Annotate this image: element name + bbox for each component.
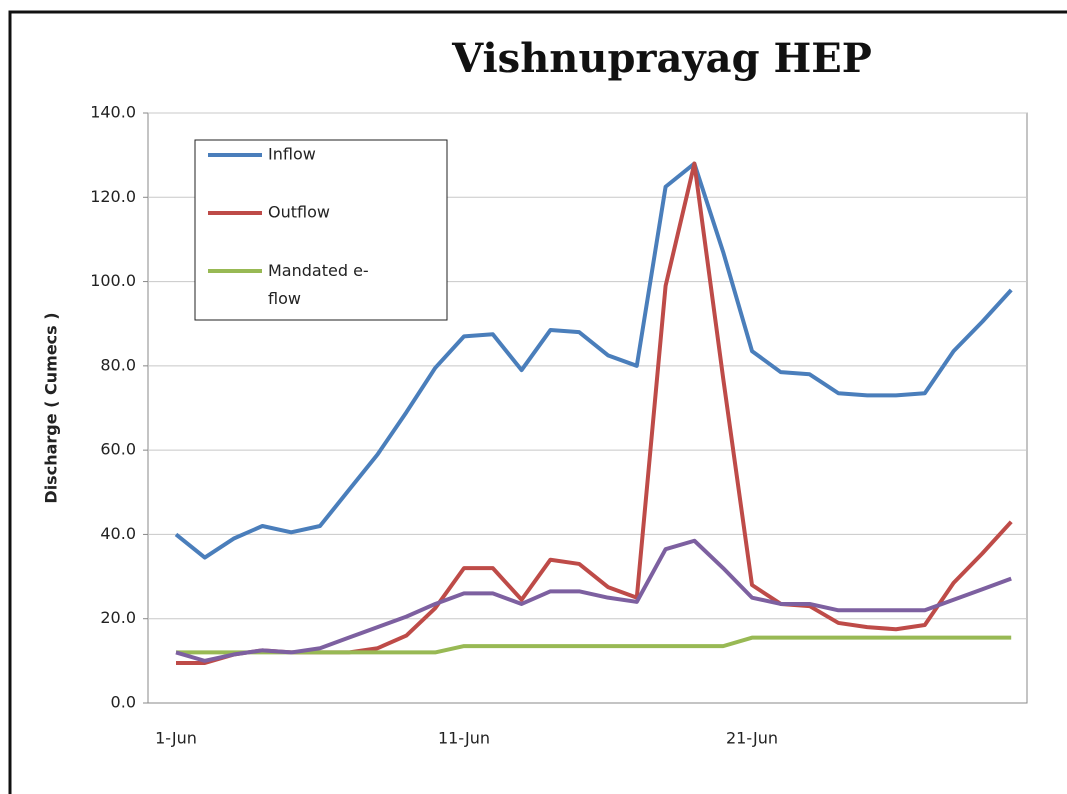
legend-box xyxy=(194,139,448,321)
x-tick-label: 11-Jun xyxy=(438,729,490,748)
x-tick-label: 1-Jun xyxy=(155,729,197,748)
series-line xyxy=(175,538,1012,663)
y-tick-label: 100.0 xyxy=(90,271,136,290)
x-tick-label: 21-Jun xyxy=(726,729,778,748)
legend-label: Inflow xyxy=(268,145,316,164)
y-tick-label: 80.0 xyxy=(100,355,136,374)
y-tick-label: 40.0 xyxy=(100,524,136,543)
series-line xyxy=(176,635,1012,655)
chart-title: Vishnuprayag HEP xyxy=(451,35,872,82)
series-line xyxy=(174,161,1013,560)
y-axis-label: Discharge ( Cumecs ) xyxy=(42,312,61,503)
y-tick-label: 120.0 xyxy=(90,187,136,206)
y-tick-label: 60.0 xyxy=(100,440,136,459)
y-tick-label: 20.0 xyxy=(100,608,136,627)
y-tick-label: 140.0 xyxy=(90,103,136,122)
frame xyxy=(8,10,1067,794)
y-tick-label: 0.0 xyxy=(111,693,136,712)
legend-label: Mandated e-flow xyxy=(268,261,369,308)
legend-label: Outflow xyxy=(268,203,330,222)
